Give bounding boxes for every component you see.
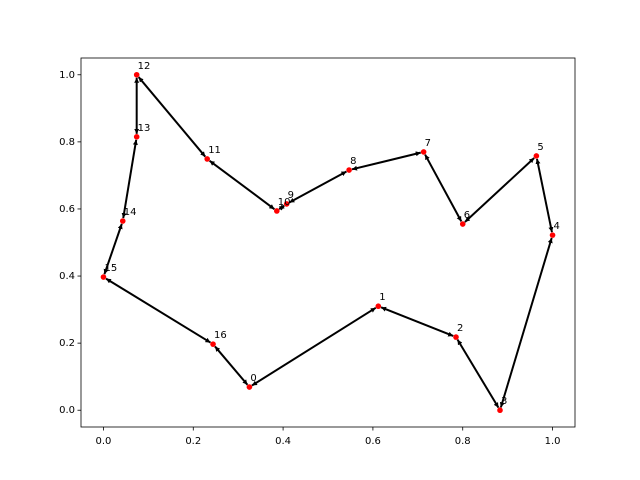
y-tick-label: 0.0 (59, 405, 75, 416)
plot-frame (80, 57, 576, 428)
route-arrow (351, 151, 421, 171)
y-tick-label: 1.0 (59, 70, 75, 81)
point-label: 1 (379, 292, 385, 303)
route-arrow (208, 159, 275, 210)
route-arrow (456, 339, 500, 409)
point-label: 12 (138, 61, 151, 72)
point-label: 2 (457, 323, 463, 334)
point (375, 303, 382, 310)
y-tick-label: 0.8 (59, 137, 75, 148)
y-tick-label: 0.6 (59, 204, 75, 215)
route-arrow (121, 139, 138, 219)
point-label: 7 (425, 138, 431, 149)
point (420, 149, 427, 155)
route-arrow (214, 345, 249, 386)
point (459, 221, 466, 227)
route-arrow (499, 237, 553, 408)
point-label: 16 (214, 330, 227, 341)
route-arrow (105, 277, 211, 344)
point-label: 13 (138, 123, 151, 134)
route-arrow (278, 204, 285, 211)
point-label: 15 (104, 263, 117, 274)
point (119, 218, 126, 224)
point-label: 0 (250, 373, 256, 384)
point (346, 167, 352, 173)
point (100, 274, 107, 280)
point (133, 134, 140, 140)
point-label: 8 (350, 156, 356, 167)
point (283, 201, 290, 207)
point (133, 71, 140, 78)
route-arrow (251, 306, 377, 387)
point-label: 10 (278, 197, 291, 208)
route-arrow (288, 170, 347, 204)
route-arrow (464, 157, 535, 223)
point-label: 9 (288, 190, 294, 201)
point-label: 4 (554, 221, 560, 232)
point (246, 384, 253, 390)
route-arrow (380, 306, 454, 337)
point (549, 232, 556, 238)
point (497, 407, 503, 414)
point-label: 5 (537, 142, 543, 153)
point (204, 156, 210, 162)
point-label: 14 (124, 207, 137, 218)
route-arrow (103, 223, 123, 275)
point (453, 334, 459, 340)
route-arrow (424, 154, 463, 222)
x-tick-label: 0.6 (365, 436, 381, 447)
point (274, 208, 280, 214)
x-tick-label: 1.0 (545, 436, 561, 447)
point-label: 11 (208, 145, 221, 156)
y-tick-label: 0.4 (59, 271, 75, 282)
x-tick-label: 0.8 (455, 436, 471, 447)
point-label: 6 (464, 210, 470, 221)
x-tick-label: 0.4 (275, 436, 291, 447)
point-label: 3 (501, 396, 507, 407)
point (533, 153, 540, 159)
point (210, 341, 216, 347)
y-tick-label: 0.2 (59, 338, 75, 349)
route-arrow (535, 158, 554, 233)
x-tick-label: 0.0 (96, 436, 112, 447)
route-arrow (137, 76, 207, 158)
x-tick-label: 0.2 (185, 436, 201, 447)
